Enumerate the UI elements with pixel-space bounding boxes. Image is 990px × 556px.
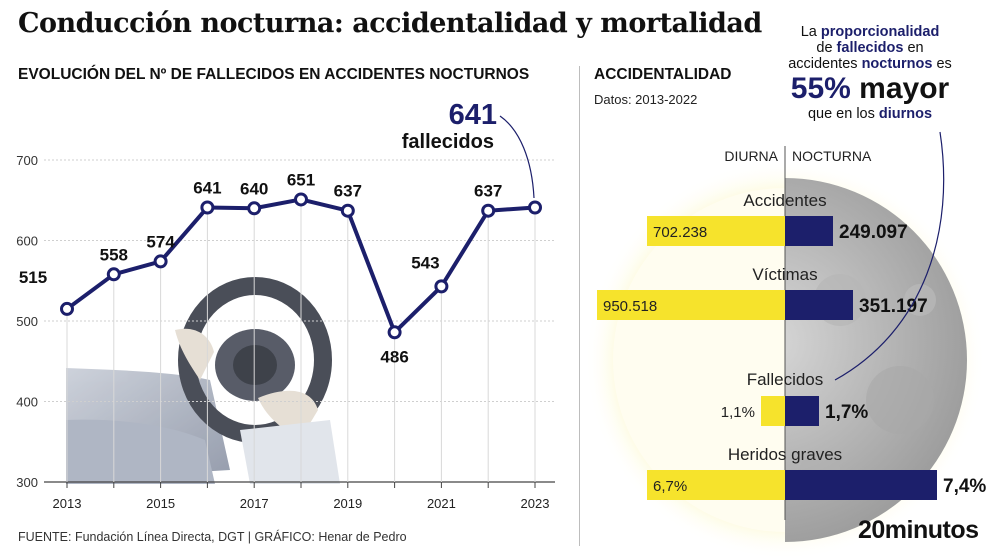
value-label-nocturna: 7,4% (943, 476, 986, 497)
steering-wheel-illustration (66, 277, 340, 484)
note-text: diurnos (878, 106, 933, 122)
bar-series: Accidentes 702.238 249.097 Víctimas 950.518 3… (597, 191, 986, 500)
callout-number: 641 (449, 99, 497, 131)
note-text: que en los (807, 106, 879, 122)
bar-nocturna (785, 470, 937, 500)
data-label: 651 (287, 170, 315, 189)
data-point (387, 325, 402, 340)
bar-chart-subtitle: ACCIDENTALIDAD (594, 66, 732, 83)
bar-diurna (597, 290, 785, 320)
x-tick-label: 2023 (521, 496, 550, 511)
x-tick-label: 2015 (146, 496, 175, 511)
x-tick-label: 2013 (53, 496, 82, 511)
y-tick-label: 400 (16, 395, 38, 410)
value-label-nocturna: 351.197 (859, 296, 928, 317)
note-text: mayor (850, 72, 950, 105)
highlight-note: La proporcionalidad de fallecidos en acc… (760, 24, 980, 122)
value-label-nocturna: 249.097 (839, 222, 908, 243)
data-label: 486 (380, 347, 408, 366)
data-point (200, 200, 215, 215)
data-label: 640 (240, 179, 268, 198)
category-label: Fallecidos (747, 370, 824, 389)
line-chart: 300 400 500 600 700 2013 2015 2017 2019 2021 2023 5… (16, 99, 555, 511)
chart-series (60, 192, 542, 340)
data-point (481, 203, 496, 218)
y-tick-label: 500 (16, 314, 38, 329)
note-text: proporcionalidad (820, 24, 940, 40)
data-label: 558 (100, 245, 128, 264)
value-label-diurna: 1,1% (721, 404, 755, 421)
moon-disc (785, 178, 967, 542)
bar-diurna (761, 396, 785, 426)
y-tick-label: 700 (16, 153, 38, 168)
bar-diurna (647, 470, 785, 500)
brand-logo: 20minutos (858, 516, 979, 544)
y-tick-label: 600 (16, 234, 38, 249)
data-label: 574 (146, 232, 175, 251)
bar-nocturna (785, 396, 819, 426)
x-tick-label: 2019 (333, 496, 362, 511)
note-text: es (932, 56, 952, 72)
callout-unit: fallecidos (402, 131, 494, 153)
data-point (153, 254, 168, 269)
value-label-diurna: 702.238 (653, 224, 707, 241)
bar-nocturna (785, 290, 853, 320)
note-text: accidentes (788, 56, 862, 72)
line-chart-subtitle: EVOLUCIÓN DEL Nº DE FALLECIDOS EN ACCIDE… (18, 66, 530, 83)
chart-labels: 300 400 500 600 700 2013 2015 2017 2019 2021 2023 5… (16, 153, 549, 511)
x-tick-label: 2021 (427, 496, 456, 511)
data-point (106, 267, 121, 282)
nocturna-header: NOCTURNA (792, 148, 872, 164)
data-label: 515 (19, 268, 47, 287)
note-text: de (816, 40, 837, 56)
data-label: 637 (334, 182, 362, 201)
note-text: nocturnos (861, 56, 933, 72)
callout-leader-line (499, 115, 535, 199)
category-label: Accidentes (743, 191, 826, 210)
note-text: en (903, 40, 924, 56)
value-label-nocturna: 1,7% (825, 402, 868, 423)
data-point (247, 201, 262, 216)
value-label-diurna: 950.518 (603, 298, 657, 315)
value-label-diurna: 6,7% (653, 478, 687, 495)
bar-chart: DIURNA NOCTURNA Accidentes 702.238 249.097… (585, 131, 986, 556)
section-divider (579, 66, 580, 546)
y-tick-label: 300 (16, 475, 38, 490)
note-text: fallecidos (836, 40, 904, 56)
diurna-header: DIURNA (724, 148, 778, 164)
note-leader-line (834, 131, 945, 381)
data-point (434, 279, 449, 294)
note-percent: 55% (790, 72, 851, 105)
category-label: Heridos graves (728, 445, 842, 464)
data-point (528, 200, 542, 215)
data-label: 641 (193, 178, 221, 197)
x-tick-label: 2017 (240, 496, 269, 511)
bar-chart-dates: Datos: 2013-2022 (594, 92, 698, 107)
bar-nocturna (785, 216, 833, 246)
page-title: Conducción nocturna: accidentalidad y mo… (18, 8, 762, 39)
data-point (60, 301, 74, 316)
bar-diurna (647, 216, 785, 246)
note-text: La (800, 24, 821, 40)
data-label: 637 (474, 182, 502, 201)
category-label: Víctimas (752, 265, 817, 284)
data-label: 543 (411, 253, 439, 272)
data-point (294, 192, 308, 207)
source-credit: FUENTE: Fundación Línea Directa, DGT | G… (18, 530, 407, 544)
data-point (340, 203, 355, 218)
